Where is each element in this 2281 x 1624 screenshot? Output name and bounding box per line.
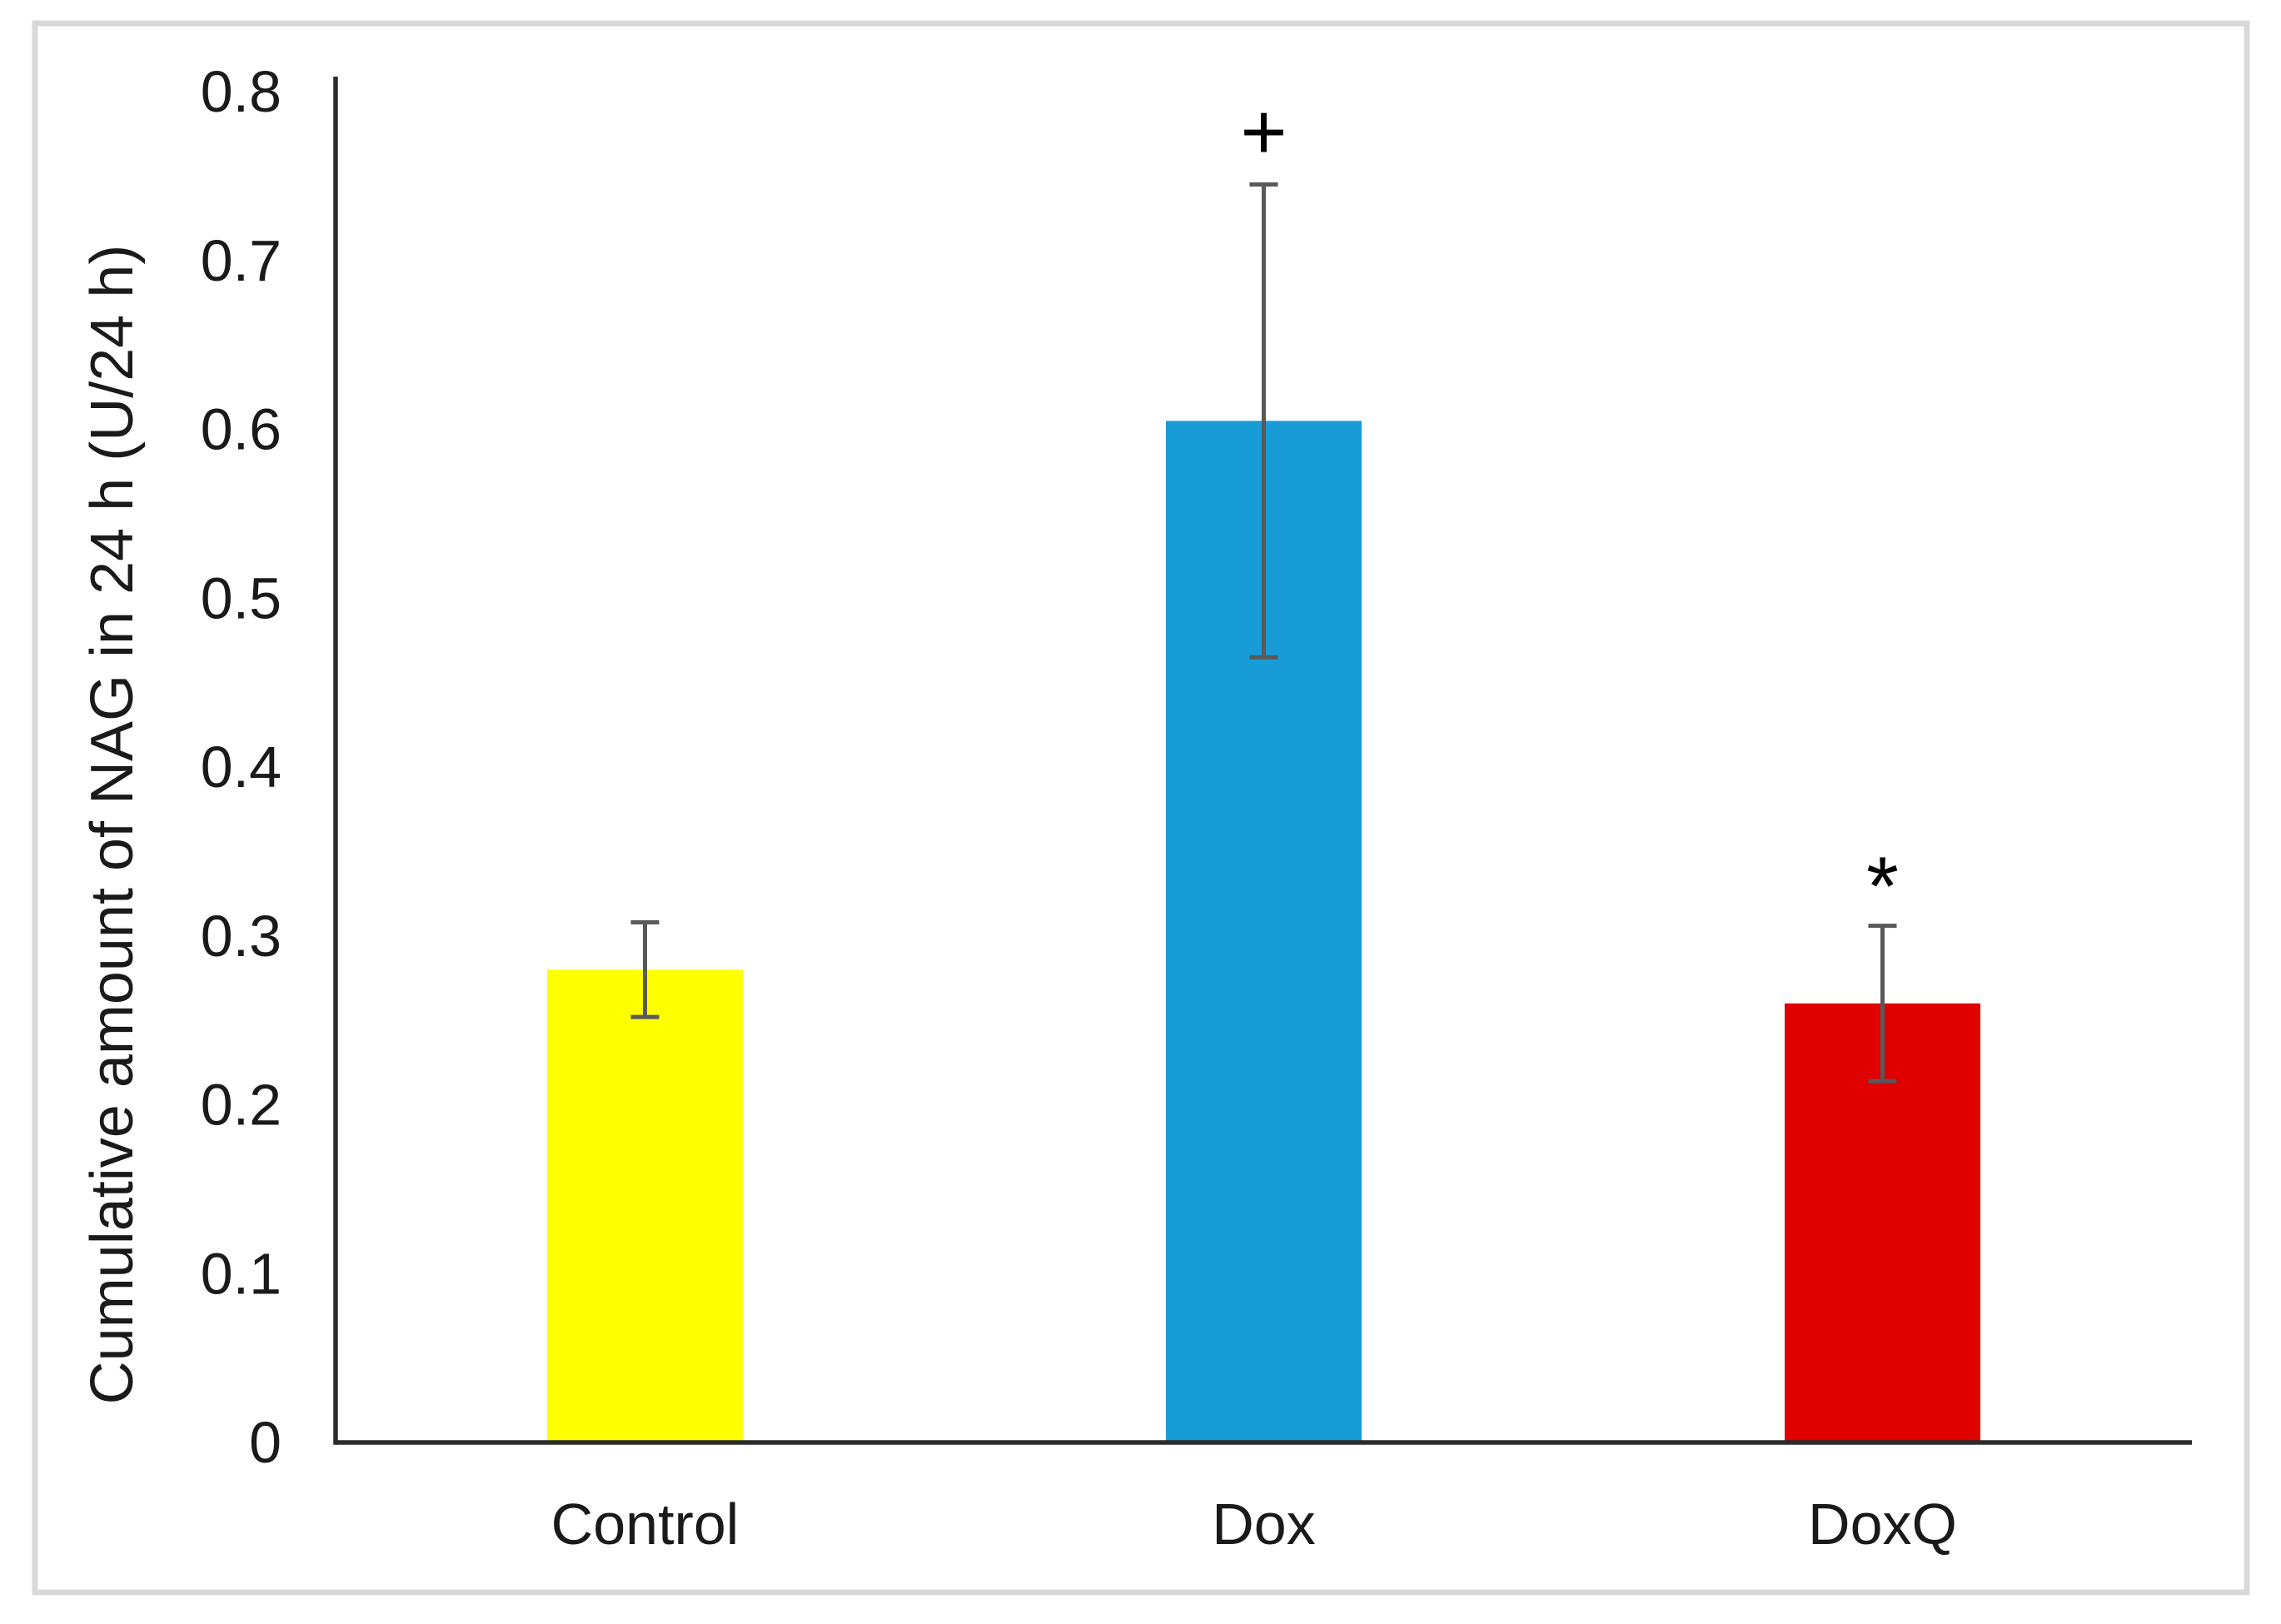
- y-tick-label: 0.6: [201, 397, 281, 462]
- y-tick-label: 0.7: [201, 228, 281, 293]
- y-tick-label: 0.1: [201, 1241, 281, 1306]
- category-label-doxq: DoxQ: [1808, 1492, 1957, 1557]
- error-bar-control: [630, 920, 660, 1019]
- category-label-dox: Dox: [1212, 1492, 1315, 1557]
- y-tick-label: 0.3: [201, 904, 281, 969]
- figure-border: [32, 20, 2250, 1596]
- significance-plus-symbol: +: [1240, 87, 1287, 177]
- category-label-control: Control: [551, 1492, 740, 1557]
- y-tick-label: 0: [249, 1410, 281, 1475]
- error-bar-dox: [1249, 182, 1278, 660]
- y-tick-label: 0.4: [201, 735, 281, 800]
- error-bar-doxq: [1868, 924, 1897, 1083]
- y-tick-label: 0.8: [201, 59, 281, 124]
- y-tick-label: 0.2: [201, 1073, 281, 1138]
- bar-control: [547, 969, 743, 1442]
- y-axis-title: Cumulative amount of NAG in 24 h (U/24 h…: [79, 245, 146, 1405]
- y-tick-label: 0.5: [201, 565, 281, 630]
- significance-asterisk-symbol: *: [1866, 840, 1899, 934]
